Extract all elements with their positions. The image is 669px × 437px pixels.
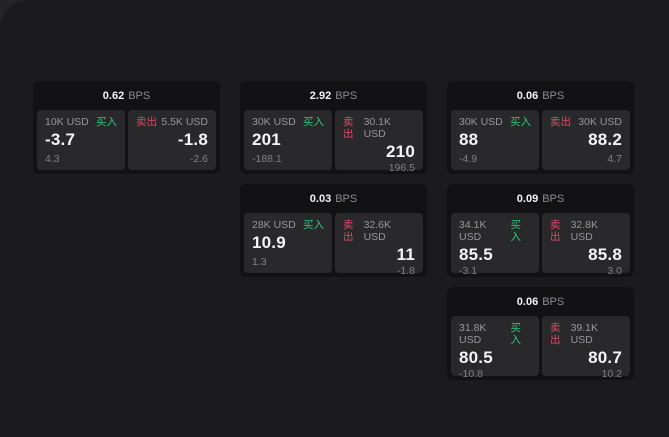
buy-delta: 4.3 <box>45 153 60 165</box>
buy-panel[interactable]: 10K USD 买入 -3.7 4.3 <box>37 110 125 170</box>
sell-side-label: 卖出 <box>550 116 571 128</box>
sell-price: 88.2 <box>588 130 622 149</box>
sell-size: 5.5K USD <box>161 116 208 128</box>
buy-size: 31.8K USD <box>459 322 487 346</box>
buy-size: 30K USD <box>252 116 296 128</box>
bps-header: 0.03 BPS <box>240 184 427 213</box>
quote-card[interactable]: 2.92 BPS 30K USD 买入 201 -188.1 卖出 30.1K … <box>240 81 427 174</box>
sell-panel[interactable]: 卖出 39.1K USD 80.7 10.2 <box>542 316 630 380</box>
sell-side-label: 卖出 <box>343 116 354 140</box>
bps-unit: BPS <box>128 89 151 102</box>
bps-unit: BPS <box>335 192 358 205</box>
bps-unit: BPS <box>542 89 565 102</box>
sell-price: -1.8 <box>177 130 208 149</box>
buy-delta: -10.8 <box>459 368 483 380</box>
sell-side-label: 卖出 <box>343 219 354 243</box>
sell-panel[interactable]: 卖出 32.8K USD 85.8 3.0 <box>542 213 630 277</box>
buy-delta: -188.1 <box>252 153 282 165</box>
bps-header: 2.92 BPS <box>240 81 427 110</box>
quote-card[interactable]: 0.09 BPS 34.1K USD 买入 85.5 -3.1 卖出 32.8K… <box>447 184 634 277</box>
bps-value: 2.92 <box>309 89 332 102</box>
sell-size: 32.6K USD <box>363 219 392 243</box>
buy-price: 10.9 <box>252 233 286 252</box>
buy-side-label: 买入 <box>96 116 117 128</box>
buy-size: 28K USD <box>252 219 296 231</box>
buy-size: 30K USD <box>459 116 503 128</box>
bps-unit: BPS <box>542 295 565 308</box>
bps-unit: BPS <box>542 192 565 205</box>
sell-size: 32.8K USD <box>570 219 599 243</box>
buy-side-label: 买入 <box>510 322 521 346</box>
sell-delta: 10.2 <box>601 368 622 380</box>
sell-delta: 4.7 <box>607 153 622 165</box>
sell-panel[interactable]: 卖出 30K USD 88.2 4.7 <box>542 110 630 170</box>
sell-panel[interactable]: 卖出 32.6K USD 11 -1.8 <box>335 213 423 277</box>
bps-unit: BPS <box>335 89 358 102</box>
buy-price: 201 <box>252 130 281 149</box>
buy-side-label: 买入 <box>303 116 324 128</box>
sell-delta: 3.0 <box>607 265 622 277</box>
buy-panel[interactable]: 30K USD 买入 88 -4.9 <box>451 110 539 170</box>
quote-card[interactable]: 0.06 BPS 30K USD 买入 88 -4.9 卖出 30K USD 8… <box>447 81 634 174</box>
sell-panel[interactable]: 卖出 5.5K USD -1.8 -2.6 <box>128 110 216 170</box>
sell-price: 85.8 <box>588 245 622 264</box>
buy-side-label: 买入 <box>303 219 324 231</box>
sell-price: 80.7 <box>588 348 622 367</box>
buy-price: -3.7 <box>45 130 76 149</box>
buy-side-label: 买入 <box>510 219 521 243</box>
sell-price: 210 <box>386 142 415 161</box>
buy-price: 85.5 <box>459 245 493 264</box>
bps-value: 0.06 <box>516 89 539 102</box>
buy-panel[interactable]: 34.1K USD 买入 85.5 -3.1 <box>451 213 539 277</box>
sell-delta: 196.5 <box>388 162 415 174</box>
sell-delta: -1.8 <box>396 265 415 277</box>
bps-header: 0.62 BPS <box>33 81 220 110</box>
bps-value: 0.03 <box>309 192 332 205</box>
sell-size: 30K USD <box>578 116 622 128</box>
sell-side-label: 卖出 <box>136 116 157 128</box>
buy-panel[interactable]: 28K USD 买入 10.9 1.3 <box>244 213 332 273</box>
quote-card[interactable]: 0.62 BPS 10K USD 买入 -3.7 4.3 卖出 5.5K USD… <box>33 81 220 174</box>
sell-panel[interactable]: 卖出 30.1K USD 210 196.5 <box>335 110 423 174</box>
buy-panel[interactable]: 30K USD 买入 201 -188.1 <box>244 110 332 170</box>
sell-delta: -2.6 <box>189 153 208 165</box>
buy-delta: -3.1 <box>459 265 478 277</box>
sell-size: 30.1K USD <box>363 116 392 140</box>
bps-header: 0.06 BPS <box>447 81 634 110</box>
bps-value: 0.09 <box>516 192 539 205</box>
bps-value: 0.62 <box>102 89 125 102</box>
sell-side-label: 卖出 <box>550 219 561 243</box>
buy-side-label: 买入 <box>510 116 531 128</box>
buy-size: 10K USD <box>45 116 89 128</box>
sell-side-label: 卖出 <box>550 322 561 346</box>
buy-panel[interactable]: 31.8K USD 买入 80.5 -10.8 <box>451 316 539 380</box>
sell-size: 39.1K USD <box>570 322 599 346</box>
buy-delta: 1.3 <box>252 256 267 268</box>
quote-card[interactable]: 0.06 BPS 31.8K USD 买入 80.5 -10.8 卖出 39.1… <box>447 287 634 380</box>
buy-price: 80.5 <box>459 348 493 367</box>
bps-header: 0.09 BPS <box>447 184 634 213</box>
quote-card[interactable]: 0.03 BPS 28K USD 买入 10.9 1.3 卖出 32.6K US… <box>240 184 427 277</box>
sell-price: 11 <box>396 245 415 264</box>
bps-header: 0.06 BPS <box>447 287 634 316</box>
buy-delta: -4.9 <box>459 153 478 165</box>
buy-size: 34.1K USD <box>459 219 487 243</box>
buy-price: 88 <box>459 130 479 149</box>
bps-value: 0.06 <box>516 295 539 308</box>
